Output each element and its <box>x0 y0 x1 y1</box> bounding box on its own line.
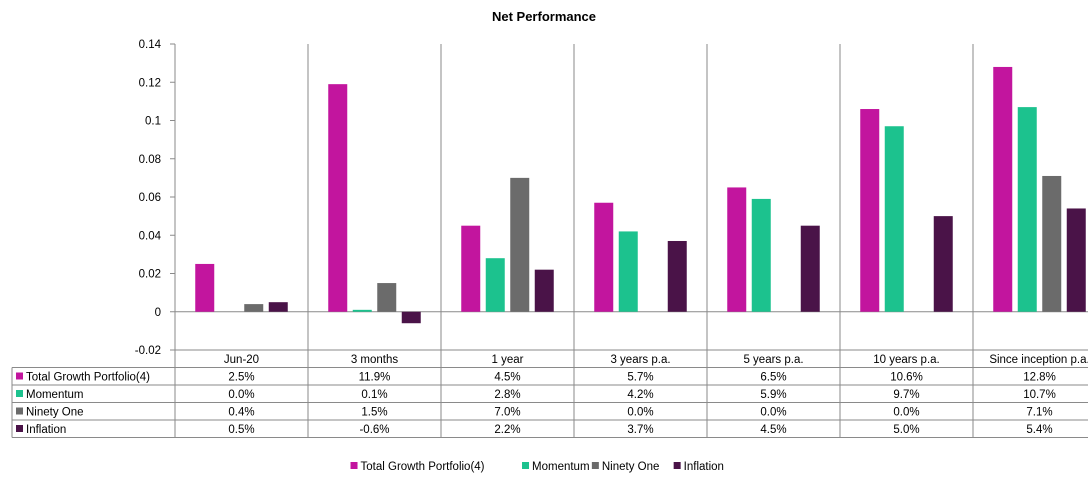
category-label: Jun-20 <box>224 354 259 366</box>
data-label: 2.2% <box>494 424 520 436</box>
y-tick-label: 0.04 <box>139 230 162 242</box>
legend-key <box>673 462 681 469</box>
bar-ninety-one-0 <box>244 304 264 312</box>
category-label: Since inception p.a. <box>989 354 1088 366</box>
data-label: 4.5% <box>760 424 786 436</box>
data-label: 0.1% <box>361 389 387 401</box>
bar-total-growth-portfolio-4-0 <box>195 263 215 312</box>
bar-ninety-one-2 <box>510 177 530 312</box>
bar-total-growth-portfolio-4-2 <box>461 225 481 312</box>
bar-total-growth-portfolio-4-6 <box>993 66 1013 312</box>
table-legend-key <box>16 390 23 397</box>
y-tick-label: 0.14 <box>139 39 162 51</box>
bar-inflation-2 <box>534 269 554 312</box>
data-label: 5.7% <box>627 372 653 384</box>
bar-inflation-0 <box>268 302 288 312</box>
data-label: 11.9% <box>359 372 391 384</box>
bar-momentum-1 <box>352 309 372 312</box>
y-tick-label: 0.1 <box>145 116 161 128</box>
data-label: 2.8% <box>494 389 520 401</box>
y-tick-label: 0.02 <box>139 269 161 281</box>
bar-total-growth-portfolio-4-5 <box>860 109 880 312</box>
bar-momentum-2 <box>485 258 505 312</box>
data-label: 0.5% <box>228 424 254 436</box>
bar-inflation-5 <box>933 216 953 312</box>
data-label: 0.0% <box>893 407 919 419</box>
legend-key <box>350 462 358 469</box>
table-series-label: Inflation <box>26 424 66 436</box>
bar-momentum-5 <box>884 126 904 312</box>
y-tick-label: 0.12 <box>139 77 161 89</box>
table-series-label: Total Growth Portfolio(4) <box>26 372 150 384</box>
data-label: 7.0% <box>494 407 520 419</box>
table-series-label: Momentum <box>26 389 84 401</box>
chart-title: Net Performance <box>492 9 596 24</box>
data-label: 0.0% <box>627 407 653 419</box>
bar-inflation-1 <box>401 311 421 324</box>
data-label: 9.7% <box>893 389 919 401</box>
category-label: 1 year <box>492 354 524 366</box>
data-label: 6.5% <box>760 372 786 384</box>
data-label: 7.1% <box>1026 407 1052 419</box>
data-label: 2.5% <box>228 372 254 384</box>
legend-key <box>591 462 599 469</box>
y-tick-label: 0.06 <box>139 192 161 204</box>
bar-momentum-6 <box>1017 107 1037 312</box>
y-tick-label: 0 <box>155 307 161 319</box>
legend-key <box>522 462 530 469</box>
bar-momentum-3 <box>618 231 638 312</box>
data-label: 3.7% <box>627 424 653 436</box>
data-label: 0.4% <box>228 407 254 419</box>
legend-label: Ninety One <box>602 461 660 473</box>
data-label: 10.6% <box>890 372 923 384</box>
data-label: 0.0% <box>228 389 254 401</box>
data-label: 10.7% <box>1023 389 1056 401</box>
legend-label: Total Growth Portfolio(4) <box>361 461 485 473</box>
data-label: 4.5% <box>494 372 520 384</box>
table-series-label: Ninety One <box>26 407 84 419</box>
category-label: 3 months <box>351 354 399 366</box>
legend-label: Inflation <box>684 461 724 473</box>
data-label: 1.5% <box>361 407 387 419</box>
data-label: 12.8% <box>1023 372 1056 384</box>
category-label: 3 years p.a. <box>610 354 670 366</box>
y-tick-label: 0.08 <box>139 154 161 166</box>
table-legend-key <box>16 407 23 415</box>
table-legend-key <box>16 372 23 380</box>
bar-inflation-6 <box>1066 208 1086 312</box>
bar-momentum-4 <box>751 198 771 312</box>
data-label: 4.2% <box>627 389 653 401</box>
bar-inflation-3 <box>667 240 687 312</box>
data-label: 5.9% <box>760 389 786 401</box>
bar-total-growth-portfolio-4-3 <box>594 202 614 312</box>
bar-inflation-4 <box>800 225 820 312</box>
bar-total-growth-portfolio-4-1 <box>328 84 348 312</box>
y-tick-label: -0.02 <box>135 345 161 357</box>
category-label: 5 years p.a. <box>743 354 803 366</box>
table-legend-key <box>16 425 23 432</box>
legend-label: Momentum <box>532 461 590 473</box>
data-label: 5.0% <box>893 424 919 436</box>
data-label: -0.6% <box>359 424 389 436</box>
category-label: 10 years p.a. <box>873 354 939 366</box>
data-label: 0.0% <box>760 407 786 419</box>
bar-total-growth-portfolio-4-4 <box>727 187 747 312</box>
bar-ninety-one-6 <box>1042 175 1062 312</box>
data-label: 5.4% <box>1026 424 1052 436</box>
bar-ninety-one-1 <box>377 283 397 312</box>
